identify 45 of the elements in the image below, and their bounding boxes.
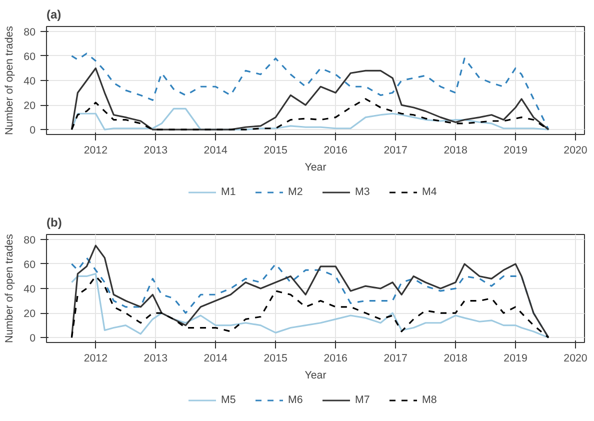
x-tick-label: 2013 xyxy=(144,144,168,156)
x-tick-label: 2017 xyxy=(384,352,408,364)
x-tick-label: 2016 xyxy=(324,144,348,156)
y-axis-title: Number of open trades xyxy=(4,234,16,343)
x-axis-title: Year xyxy=(304,162,327,174)
x-tick-label: 2012 xyxy=(84,352,108,364)
x-tick-label: 2019 xyxy=(504,144,528,156)
x-tick-label: 2012 xyxy=(84,144,108,156)
x-tick-label: 2019 xyxy=(504,352,528,364)
line-series xyxy=(70,108,550,130)
chart-title: (a) xyxy=(46,8,62,22)
x-tick-label: 2014 xyxy=(204,144,228,156)
x-tick-label: 2020 xyxy=(564,144,588,156)
y-tick-label: 20 xyxy=(24,100,36,112)
x-tick-label: 2015 xyxy=(264,144,288,156)
x-tick-label: 2014 xyxy=(204,352,228,364)
legend-label: M7 xyxy=(355,394,371,406)
x-tick-label: 2016 xyxy=(324,352,348,364)
chart-title: (b) xyxy=(46,216,62,230)
y-tick-label: 80 xyxy=(24,234,36,246)
x-axis-title: Year xyxy=(304,370,327,382)
legend-label: M6 xyxy=(288,394,304,406)
y-axis-title: Number of open trades xyxy=(4,26,16,135)
legend-label: M8 xyxy=(422,394,438,406)
y-tick-label: 80 xyxy=(24,26,36,38)
x-tick-label: 2020 xyxy=(564,352,588,364)
y-tick-label: 0 xyxy=(30,332,36,345)
legend-label: M3 xyxy=(355,186,371,198)
x-tick-label: 2013 xyxy=(144,352,168,364)
line-series xyxy=(70,52,550,130)
y-tick-label: 0 xyxy=(30,124,36,137)
y-tick-label: 60 xyxy=(24,258,36,271)
y-tick-label: 20 xyxy=(24,308,36,320)
x-tick-label: 2018 xyxy=(444,352,468,364)
x-tick-label: 2018 xyxy=(444,144,468,156)
x-tick-label: 2017 xyxy=(384,144,408,156)
legend-label: M1 xyxy=(221,186,237,198)
legend-label: M2 xyxy=(288,186,304,198)
y-tick-label: 40 xyxy=(24,284,36,296)
y-tick-label: 40 xyxy=(24,76,36,88)
legend-label: M5 xyxy=(221,394,237,406)
y-tick-label: 60 xyxy=(24,50,36,63)
x-tick-label: 2015 xyxy=(264,352,288,364)
line-series xyxy=(70,67,550,130)
legend-label: M4 xyxy=(422,186,438,198)
